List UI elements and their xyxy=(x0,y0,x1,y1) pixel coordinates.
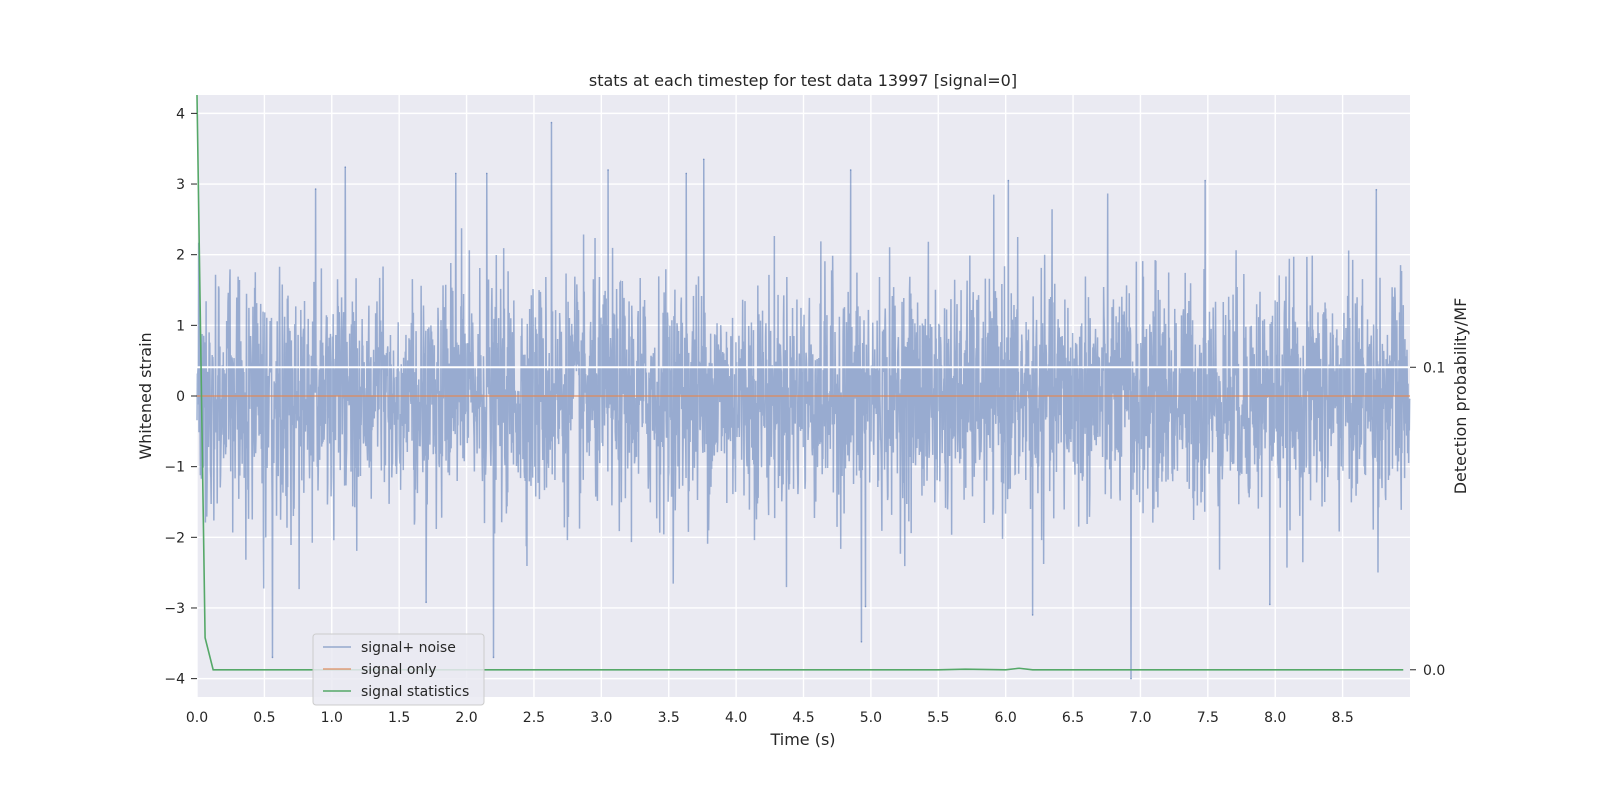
noise-peak-point xyxy=(485,172,488,175)
legend-label-statistics: signal statistics xyxy=(361,684,469,700)
statistics-line xyxy=(196,94,1404,671)
noise-peak-point xyxy=(860,641,863,643)
y-tick-label: −2 xyxy=(164,530,185,546)
noise-peak-point xyxy=(492,656,495,659)
noise-peak-point xyxy=(550,121,553,124)
x-tick-label: 1.5 xyxy=(388,710,410,726)
noise-peak-point xyxy=(685,172,688,175)
x-tick-label: 2.0 xyxy=(455,710,477,726)
y2-tick-label: 0.0 xyxy=(1423,663,1445,679)
y-tick-label: −3 xyxy=(164,601,185,617)
y-tick-label: 4 xyxy=(176,106,185,122)
noise-peak-point xyxy=(1130,677,1132,680)
x-tick-label: 7.0 xyxy=(1129,710,1151,726)
noise-peak-point xyxy=(1007,179,1010,182)
y2-axis-label: Detection probability/MF xyxy=(1451,298,1470,495)
noise-series xyxy=(196,121,1411,680)
x-tick-label: 6.0 xyxy=(995,710,1017,726)
noise-peak-point xyxy=(344,166,347,168)
x-tick-label: 5.5 xyxy=(927,710,949,726)
y-tick-label: 3 xyxy=(176,177,185,193)
noise-peak-point xyxy=(425,601,427,604)
x-tick-label: 1.0 xyxy=(321,710,343,726)
statistics-series xyxy=(196,94,1404,671)
y-tick-label: −1 xyxy=(164,460,185,476)
legend: signal+ noise signal only signal statist… xyxy=(312,633,485,706)
x-tick-label: 7.5 xyxy=(1197,710,1219,726)
noise-peak-point xyxy=(702,158,705,161)
x-tick-label: 4.0 xyxy=(725,710,747,726)
x-tick-label: 2.5 xyxy=(523,710,545,726)
noise-peak-point xyxy=(1375,188,1378,191)
x-tick-label: 0.5 xyxy=(253,710,275,726)
x-tick-label: 4.5 xyxy=(792,710,814,726)
x-tick-label: 8.0 xyxy=(1264,710,1286,726)
chart-title: stats at each timestep for test data 139… xyxy=(589,71,1017,90)
y-tick-label: 1 xyxy=(176,318,185,334)
y-tick-label: 2 xyxy=(176,248,185,264)
noise-peak-point xyxy=(271,656,274,659)
noise-peak-point xyxy=(314,188,317,190)
x-axis-ticks: 0.0 0.5 1.0 1.5 2.0 2.5 3.0 3.5 4.0 4.5 5.0 5.5 6.0 6… xyxy=(186,710,1354,726)
y2-axis-ticks: 0.1 0.0 xyxy=(1410,360,1445,679)
noise-peak-point xyxy=(1204,179,1206,182)
legend-label-noise: signal+ noise xyxy=(361,640,456,656)
noise-peak-point xyxy=(1031,614,1034,616)
x-tick-label: 5.0 xyxy=(860,710,882,726)
y2-tick-label: 0.1 xyxy=(1423,360,1445,376)
x-tick-label: 3.5 xyxy=(658,710,680,726)
legend-box xyxy=(312,633,485,706)
noise-line xyxy=(196,122,1411,679)
noise-peak-point xyxy=(1269,603,1271,606)
noise-peak-point xyxy=(607,169,609,171)
x-tick-label: 0.0 xyxy=(186,710,208,726)
y-tick-label: −4 xyxy=(164,672,185,688)
x-tick-label: 3.0 xyxy=(590,710,612,726)
noise-peak-point xyxy=(454,172,457,175)
legend-label-signal-only: signal only xyxy=(361,662,436,678)
x-axis-label: Time (s) xyxy=(769,730,835,749)
y-tick-label: 0 xyxy=(176,389,185,405)
y-axis-label: Whitened strain xyxy=(136,332,155,459)
x-tick-label: 6.5 xyxy=(1062,710,1084,726)
noise-peak-point xyxy=(849,169,852,171)
noise-peak-point xyxy=(864,605,867,608)
y-axis-ticks: 4 3 2 1 0 −1 −2 −3 −4 xyxy=(164,106,197,688)
x-tick-label: 8.5 xyxy=(1331,710,1353,726)
